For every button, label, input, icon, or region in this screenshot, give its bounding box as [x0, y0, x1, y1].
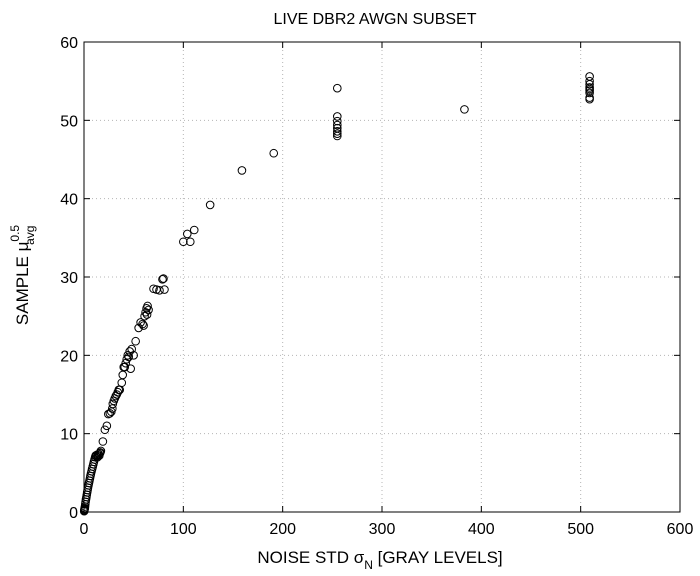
data-point [237, 166, 247, 175]
data-point [123, 351, 133, 360]
data-point [155, 286, 164, 295]
y-tick-label: 0 [69, 505, 78, 522]
data-point [158, 275, 167, 284]
data-point [100, 425, 110, 435]
data-point [96, 446, 106, 456]
data-point [183, 229, 192, 239]
data-point [127, 344, 136, 354]
x-tick-label: 0 [80, 521, 89, 538]
data-point [136, 318, 145, 327]
x-axis-title-suffix: [GRAY LEVELS] [373, 548, 503, 567]
x-tick-label: 600 [667, 521, 694, 538]
data-point [126, 364, 135, 373]
data-point [131, 336, 140, 346]
y-axis-title-superscript: 0.5 [8, 225, 22, 242]
data-point [585, 80, 594, 89]
x-tick-label: 100 [170, 521, 197, 538]
data-point [333, 112, 342, 121]
plot-area-frame [83, 41, 681, 513]
data-point [333, 129, 342, 138]
data-point [333, 83, 342, 93]
y-tick-label: 40 [60, 192, 78, 209]
x-tick-label: 300 [369, 521, 396, 538]
chart-title: LIVE DBR2 AWGN SUBSET [273, 11, 476, 28]
x-axis-title-prefix: NOISE STD [257, 548, 353, 567]
data-point [205, 200, 215, 210]
data-point [120, 362, 130, 372]
y-tick-label: 60 [60, 35, 78, 52]
x-tick-label: 200 [269, 521, 296, 538]
data-point [102, 421, 112, 431]
axis-ticks: 0 100 200 300 400 500 600 0 10 20 30 40 50 60 [60, 35, 693, 538]
data-point [160, 285, 169, 294]
data-series [79, 72, 594, 516]
data-point [143, 301, 152, 311]
data-point [105, 409, 115, 418]
data-point [98, 437, 108, 446]
data-point [333, 131, 342, 141]
data-point [189, 225, 199, 235]
y-tick-label: 30 [60, 270, 78, 287]
data-point [138, 319, 147, 329]
data-point [185, 237, 195, 247]
data-point [124, 352, 133, 362]
x-axis-title-symbol: σ [354, 548, 365, 567]
data-point [129, 351, 138, 360]
data-point [142, 310, 152, 319]
data-point [269, 148, 279, 158]
data-point [585, 86, 594, 95]
data-point [585, 88, 594, 98]
y-tick-label: 10 [60, 427, 78, 444]
data-point [122, 354, 132, 364]
data-point [140, 311, 149, 321]
y-axis-title-subscript: avg [23, 226, 37, 245]
grid-lines [84, 42, 680, 512]
data-point [585, 94, 594, 104]
data-point [333, 116, 342, 126]
x-axis-title-subscript: N [364, 558, 373, 572]
x-tick-label: 500 [567, 521, 594, 538]
data-point [144, 305, 153, 315]
x-axis-title: NOISE STD σN [GRAY LEVELS] [257, 548, 502, 572]
y-axis-title-prefix: SAMPLE [13, 251, 32, 325]
data-point [118, 370, 128, 380]
data-point [333, 127, 342, 136]
data-point [104, 409, 113, 419]
x-tick-label: 400 [468, 521, 495, 538]
y-axis-title-symbol: μ [13, 242, 32, 252]
data-point [141, 307, 150, 317]
y-tick-label: 50 [60, 113, 78, 130]
y-axis-title: SAMPLE μ0.5avg [8, 225, 37, 326]
y-tick-label: 20 [60, 348, 78, 365]
data-point [179, 237, 188, 247]
data-point [159, 274, 168, 283]
data-point [139, 321, 148, 330]
data-point [117, 378, 127, 388]
data-point [460, 105, 469, 114]
data-point [333, 120, 342, 130]
